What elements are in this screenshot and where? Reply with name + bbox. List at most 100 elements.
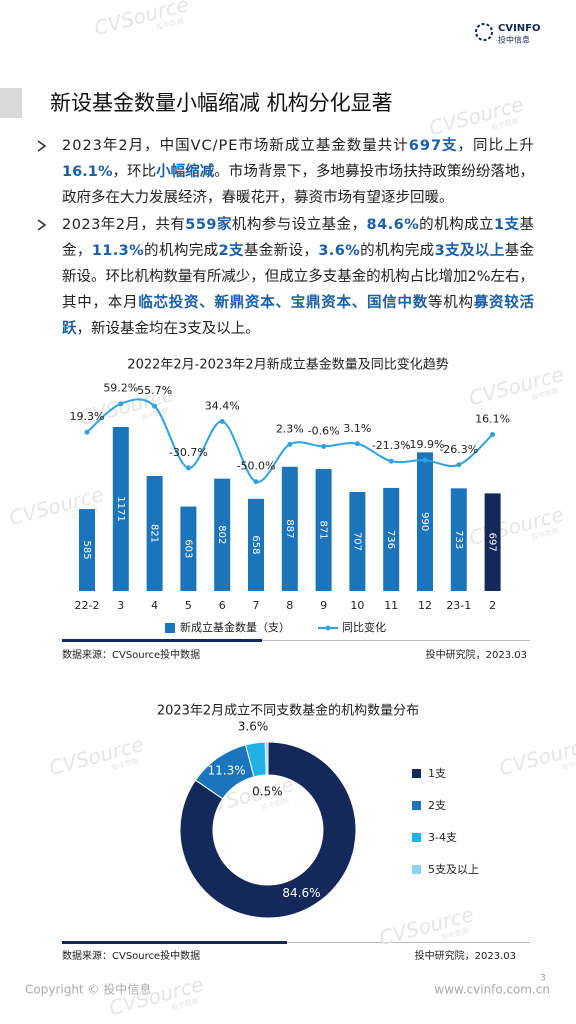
legend-swatch [412,833,421,842]
bar-label: 736 [385,530,396,549]
x-tick-label: 10 [350,599,364,612]
paragraph-line: 金，11.3%的机构完成2支基金新设，3.6%的机构完成3支及以上基金 [62,241,535,259]
paragraph-line: 跃，新设基金均在3支及以上。 [62,320,260,337]
text-span: 84.6% [367,217,420,233]
legend-dot [325,625,331,631]
x-tick-label: 9 [320,599,327,612]
bar [112,427,129,591]
watermark-text: CVSource [427,92,527,140]
trend-point [253,479,259,485]
trend-point [354,441,360,447]
trend-point [118,401,124,407]
watermark: CVSource投中数据 [47,732,147,780]
x-tick-label: 8 [286,599,293,612]
watermark: CVSource投中数据 [92,0,192,40]
x-tick-label: 11 [384,599,398,612]
slice-label: 3.6% [238,720,269,734]
bar-label: 871 [318,520,329,539]
bar-label: 1171 [115,496,126,521]
legend-swatch [412,801,421,810]
trend-label: -50.0% [237,460,276,473]
credit: 投中研究院，2023.03 [415,949,516,962]
bar [450,488,467,591]
bar [146,476,163,591]
text-span: 2023年2月，共有 [62,216,185,233]
x-tick-label: 3 [117,599,124,612]
x-tick-label: 5 [185,599,192,612]
trend-label: 55.7% [137,384,172,397]
paragraph-line: 政府多在大力发展经济，春暖花开，募资市场有望逐步回暖。 [62,189,454,206]
trend-point [388,458,394,464]
text-span: 基金 [505,242,535,259]
text-span: 小幅缩减 [156,162,215,180]
x-tick-label: 22-2 [75,599,100,612]
bar [248,498,264,591]
divider [262,640,530,641]
bar-label: 697 [487,533,498,552]
paragraph-line: 2023年2月，共有559家机构参与设立基金，84.6%的机构成立1支基 [62,215,535,233]
slice-label: 84.6% [282,886,320,900]
logo-sub: 投中信息 [498,35,530,45]
chart-title: 2022年2月-2023年2月新成立基金数量及同比变化趋势 [127,357,448,373]
text-span: 。市场背景下，多地募投市场扶持政策纷纷落地， [214,163,534,180]
watermark: CVSource投中数据 [107,972,207,1020]
trend-label: 19.3% [70,410,105,423]
bar-label: 990 [419,512,430,531]
x-tick-label: 4 [151,599,158,612]
copyright: Copyright © 投中信息 [25,982,151,997]
text-span: 3.6% [318,243,360,259]
trend-label: -21.3% [372,439,411,452]
divider [287,942,530,943]
x-tick-label: 23-1 [446,599,471,612]
bar [79,509,95,591]
text-span: 基 [520,216,535,233]
bar [417,452,433,591]
text-span: 跃 [62,320,77,337]
bar [315,469,332,591]
bar-label: 733 [453,530,464,549]
legend-swatch [165,623,175,633]
watermark: CVSource投中数据 [377,902,477,950]
slice-label: 0.5% [252,785,283,799]
legend-swatch [412,865,421,874]
trend-point [152,403,158,409]
logo-icon [475,23,493,41]
bar [281,466,298,591]
text-span: 的机构完成 [360,242,434,259]
bar-label: 802 [216,525,227,544]
text-span: 16.1% [62,164,113,180]
paragraph-line: 其中，本月临芯投资、新鼎资本、宝鼎资本、国信中数等机构募资较活 [62,293,535,311]
watermark-text: CVSource [467,362,567,410]
x-tick-label: 6 [219,599,226,612]
text-span: 基金新设， [244,242,318,259]
trend-point [84,429,90,435]
text-span: 697支 [409,136,457,154]
text-span: 等机构 [428,293,473,311]
text-span: ，环比 [113,163,157,180]
x-tick-label: 7 [253,599,260,612]
legend-label: 1支 [428,767,446,780]
divider [62,639,262,642]
paragraph-line: 2023年2月，中国VC/PE市场新成立基金数量共计697支，同比上升 [62,136,534,154]
bar-label: 821 [149,524,160,543]
watermark-text: CVSource [107,972,207,1020]
text-span: 2支 [219,241,244,259]
logo: CVINFO [498,23,541,34]
donut-slice [264,741,269,776]
bar [484,493,501,591]
trend-point [185,465,191,471]
chart-title: 2023年2月成立不同支数基金的机构数量分布 [157,703,419,719]
bar-label: 658 [250,535,261,554]
watermark-text: CVSource [497,732,576,780]
trend-label: -19.9% [406,438,445,451]
legend-label: 新成立基金数量（支） [180,620,290,634]
text-span: 的机构成立 [419,216,493,233]
trend-label: 16.1% [475,413,510,426]
source: 数据来源：CVSource投中数据 [62,648,200,661]
text-span: 2023年2月，中国VC/PE市场新成立基金数量共计 [62,137,408,154]
bar [349,491,366,591]
text-span: 的机构完成 [144,242,218,259]
text-span: 其中，本月 [62,294,138,311]
